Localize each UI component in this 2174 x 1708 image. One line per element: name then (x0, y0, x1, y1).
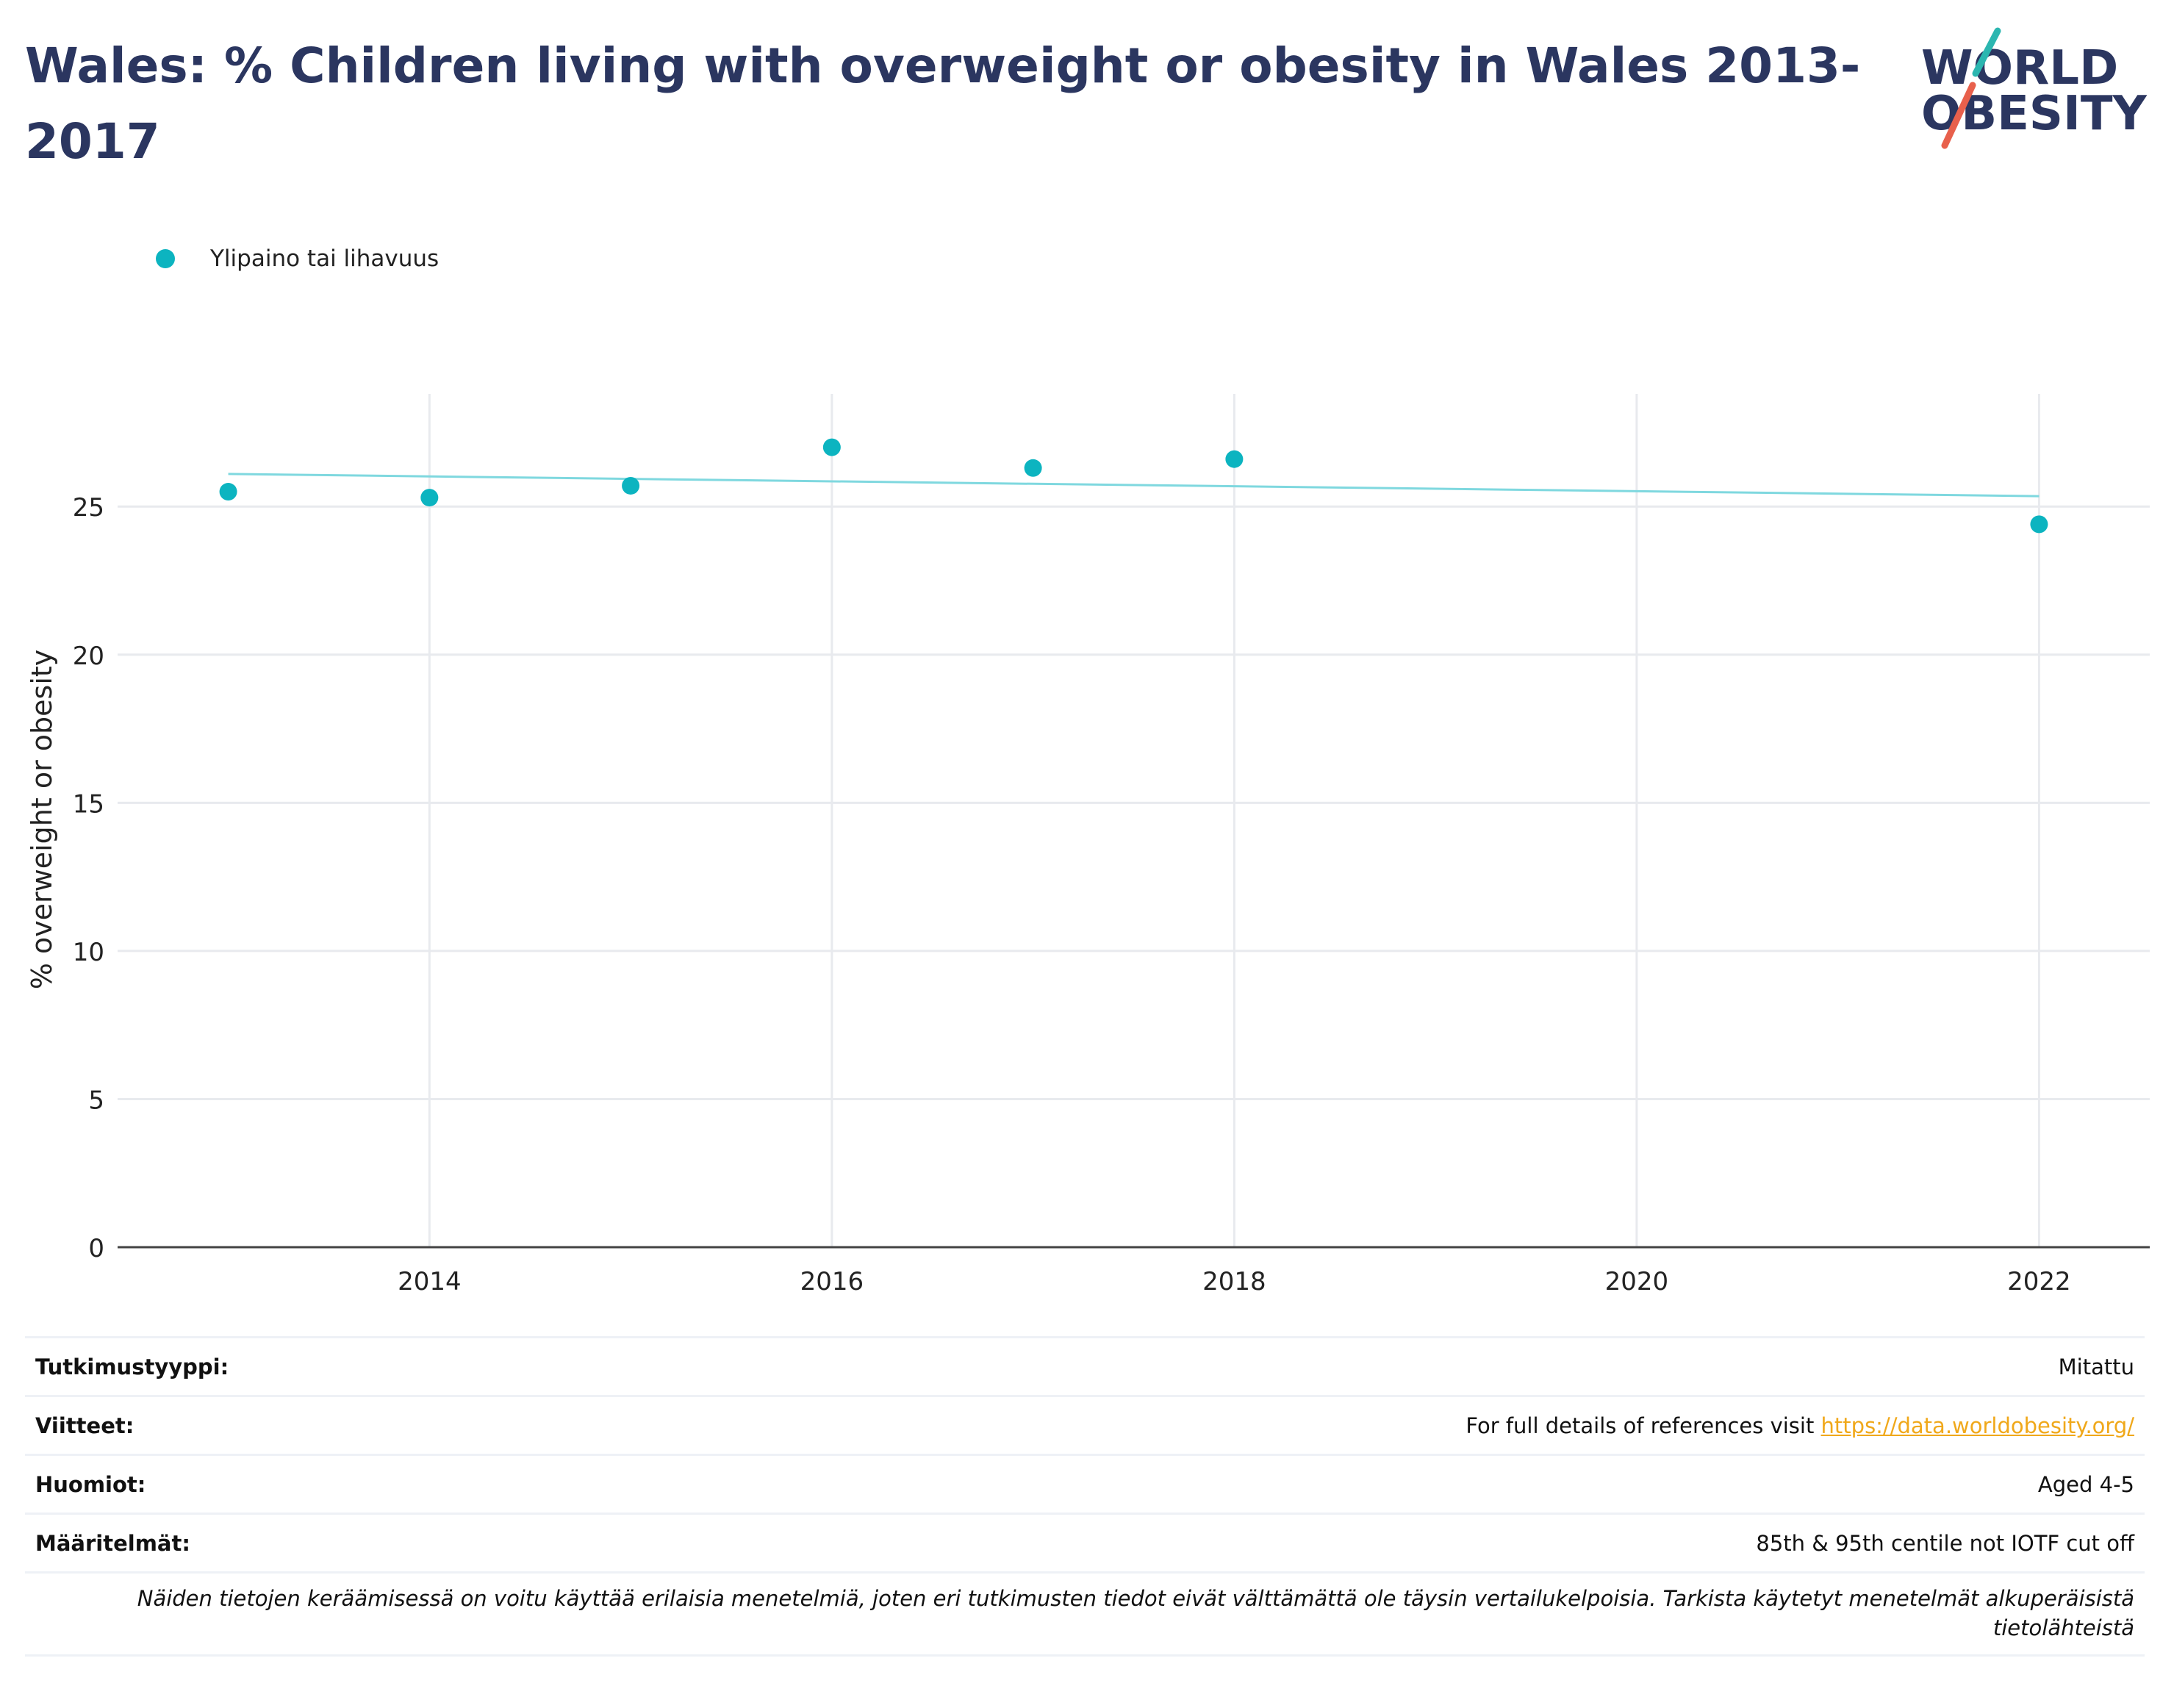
data-point[interactable] (822, 438, 841, 456)
references-link[interactable]: https://data.worldobesity.org/ (1820, 1413, 2134, 1438)
y-tick-label: 5 (88, 1086, 104, 1115)
data-point[interactable] (622, 476, 640, 495)
y-tick-label: 10 (73, 938, 104, 967)
x-tick-label: 2016 (800, 1267, 864, 1296)
trend-line (228, 473, 2040, 498)
data-point[interactable] (1225, 450, 1244, 468)
y-tick-label: 0 (88, 1234, 104, 1263)
data-point[interactable] (2030, 515, 2048, 534)
world-obesity-logo: WORLD OBESITY (1911, 21, 2161, 160)
legend-marker-icon (156, 249, 175, 268)
y-axis-label: % overweight or obesity (26, 650, 58, 990)
data-point[interactable] (420, 489, 439, 507)
references-text: For full details of references visit (1466, 1413, 1821, 1438)
x-tick-label: 2018 (1202, 1267, 1266, 1296)
page-title: Wales: % Children living with overweight… (25, 37, 1861, 170)
footer-key: Määritelmät: (35, 1530, 190, 1556)
footer-value: For full details of references visit htt… (1466, 1413, 2134, 1438)
footer-row-references: Viitteet: For full details of references… (25, 1395, 2145, 1454)
footer-value: Aged 4-5 (2037, 1471, 2134, 1497)
chart-legend[interactable]: Ylipaino tai lihavuus (156, 244, 439, 273)
data-point[interactable] (219, 483, 237, 501)
x-tick-label: 2020 (1605, 1267, 1669, 1296)
footer-value: 85th & 95th centile not IOTF cut off (1756, 1530, 2134, 1556)
x-tick-label: 2022 (2007, 1267, 2071, 1296)
legend-label: Ylipaino tai lihavuus (210, 245, 440, 272)
footer-row-study-type: Tutkimustyyppi: Mitattu (25, 1336, 2145, 1395)
logo-line1: WORLD (1921, 41, 2118, 96)
footer-disclaimer: Näiden tietojen keräämisessä on voitu kä… (25, 1571, 2145, 1657)
data-point[interactable] (1024, 459, 1042, 477)
x-tick-label: 2014 (398, 1267, 462, 1296)
y-tick-label: 25 (73, 493, 104, 523)
y-tick-label: 20 (73, 642, 104, 671)
chart-plot-area: 0 5 10 15 20 25 2014 2016 2018 2020 2022 % overwe… (26, 394, 2150, 1296)
chart-footer: Tutkimustyyppi: Mitattu Viitteet: For fu… (25, 1336, 2145, 1657)
footer-row-notes: Huomiot: Aged 4-5 (25, 1454, 2145, 1513)
footer-key: Tutkimustyyppi: (35, 1354, 229, 1379)
footer-key: Huomiot: (35, 1471, 146, 1497)
footer-row-definitions: Määritelmät: 85th & 95th centile not IOT… (25, 1513, 2145, 1571)
footer-value: Mitattu (2058, 1354, 2134, 1379)
footer-key: Viitteet: (35, 1413, 134, 1438)
y-tick-label: 15 (73, 789, 104, 819)
